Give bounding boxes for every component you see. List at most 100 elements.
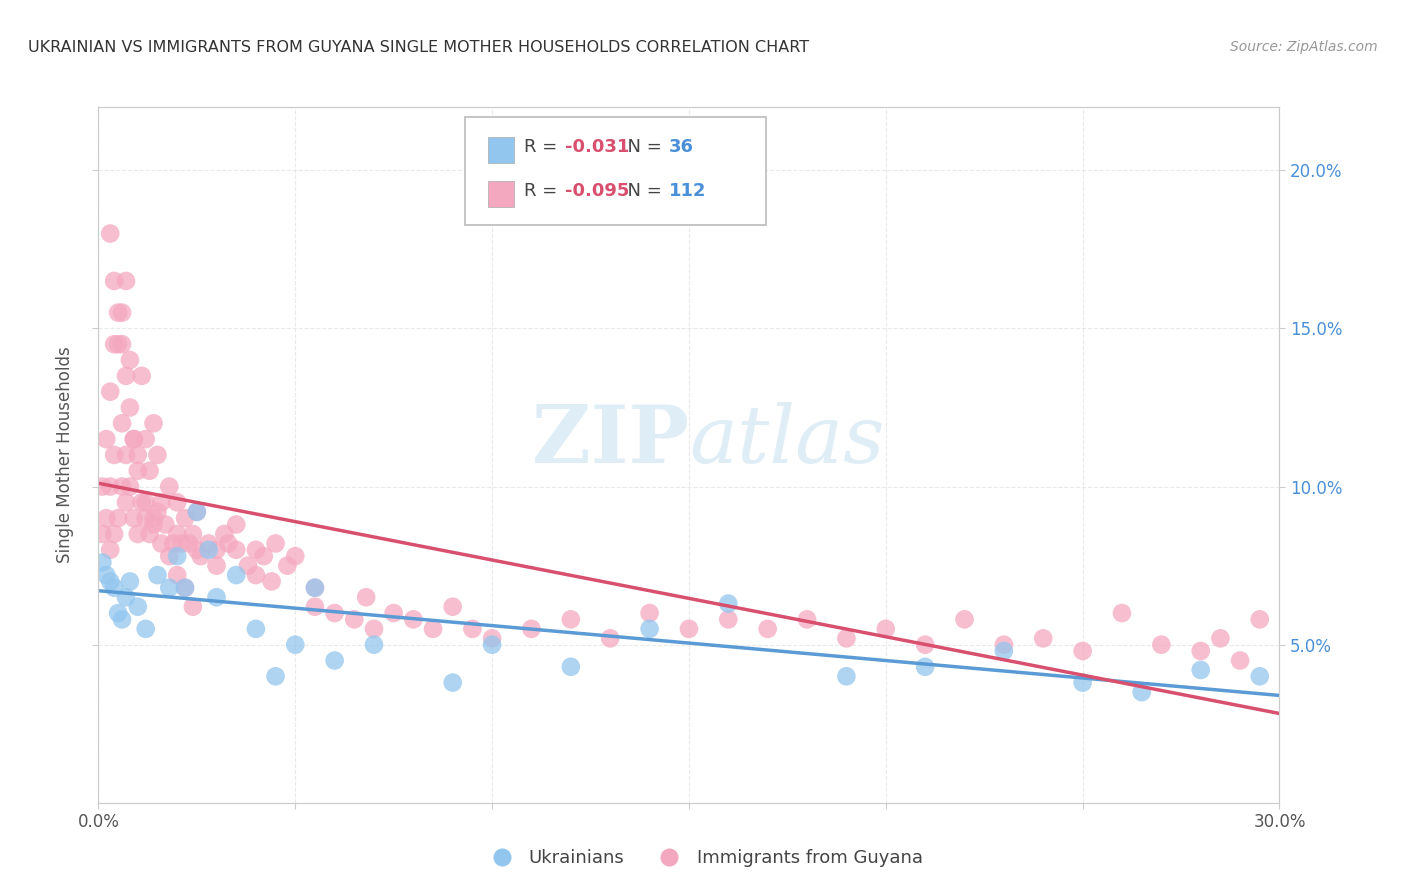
Point	[166, 527, 188, 541]
Point	[1249, 669, 1271, 683]
Point	[1111, 606, 1133, 620]
Text: R =: R =	[523, 137, 562, 156]
Point	[127, 599, 149, 614]
Point	[1229, 653, 1251, 667]
Point	[678, 622, 700, 636]
Text: ZIP: ZIP	[531, 402, 689, 480]
Point	[756, 622, 779, 636]
Text: R =: R =	[523, 182, 562, 200]
Point	[103, 337, 125, 351]
Text: -0.031: -0.031	[565, 137, 630, 156]
Point	[993, 638, 1015, 652]
Point	[441, 675, 464, 690]
Point	[115, 495, 138, 509]
Point	[225, 542, 247, 557]
FancyBboxPatch shape	[464, 118, 766, 226]
Point	[1249, 612, 1271, 626]
Point	[276, 558, 298, 573]
Point	[1189, 663, 1212, 677]
Point	[91, 527, 114, 541]
Text: -0.095: -0.095	[565, 182, 630, 200]
Point	[264, 669, 287, 683]
Point	[796, 612, 818, 626]
Point	[157, 549, 180, 563]
Point	[245, 568, 267, 582]
Point	[304, 581, 326, 595]
Point	[1130, 685, 1153, 699]
Point	[1071, 675, 1094, 690]
Point	[225, 568, 247, 582]
FancyBboxPatch shape	[488, 180, 515, 207]
Point	[181, 599, 204, 614]
Point	[217, 536, 239, 550]
Point	[953, 612, 976, 626]
Point	[166, 495, 188, 509]
Point	[284, 549, 307, 563]
Point	[875, 622, 897, 636]
Point	[135, 511, 157, 525]
Point	[96, 432, 118, 446]
Point	[186, 505, 208, 519]
Point	[245, 622, 267, 636]
Point	[993, 644, 1015, 658]
Point	[520, 622, 543, 636]
Point	[260, 574, 283, 589]
Point	[264, 536, 287, 550]
Point	[441, 599, 464, 614]
Point	[1189, 644, 1212, 658]
Point	[835, 669, 858, 683]
Point	[363, 638, 385, 652]
Point	[115, 368, 138, 383]
Point	[343, 612, 366, 626]
Point	[118, 479, 141, 493]
Point	[638, 606, 661, 620]
Point	[96, 568, 118, 582]
Point	[253, 549, 276, 563]
Point	[402, 612, 425, 626]
Point	[481, 632, 503, 646]
Point	[146, 448, 169, 462]
Point	[127, 464, 149, 478]
Text: N =: N =	[616, 182, 668, 200]
Text: UKRAINIAN VS IMMIGRANTS FROM GUYANA SINGLE MOTHER HOUSEHOLDS CORRELATION CHART: UKRAINIAN VS IMMIGRANTS FROM GUYANA SING…	[28, 40, 810, 55]
Point	[115, 448, 138, 462]
FancyBboxPatch shape	[488, 136, 515, 163]
Point	[118, 353, 141, 368]
Point	[138, 464, 160, 478]
Point	[98, 384, 121, 399]
Point	[354, 591, 377, 605]
Point	[1071, 644, 1094, 658]
Point	[599, 632, 621, 646]
Point	[190, 549, 212, 563]
Point	[170, 536, 193, 550]
Point	[205, 542, 228, 557]
Point	[1150, 638, 1173, 652]
Point	[323, 653, 346, 667]
Point	[174, 581, 197, 595]
Point	[107, 606, 129, 620]
Text: Source: ZipAtlas.com: Source: ZipAtlas.com	[1230, 40, 1378, 54]
Point	[197, 536, 219, 550]
Point	[166, 549, 188, 563]
Point	[115, 591, 138, 605]
Point	[304, 599, 326, 614]
Point	[835, 632, 858, 646]
Point	[103, 448, 125, 462]
Point	[422, 622, 444, 636]
Point	[225, 517, 247, 532]
Point	[138, 527, 160, 541]
Point	[127, 527, 149, 541]
Point	[284, 638, 307, 652]
Point	[111, 612, 134, 626]
Point	[122, 432, 145, 446]
Point	[214, 527, 236, 541]
Point	[111, 305, 134, 319]
Point	[481, 638, 503, 652]
Point	[142, 417, 165, 431]
Point	[135, 432, 157, 446]
Point	[103, 581, 125, 595]
Point	[560, 660, 582, 674]
Text: N =: N =	[616, 137, 668, 156]
Point	[304, 581, 326, 595]
Point	[174, 511, 197, 525]
